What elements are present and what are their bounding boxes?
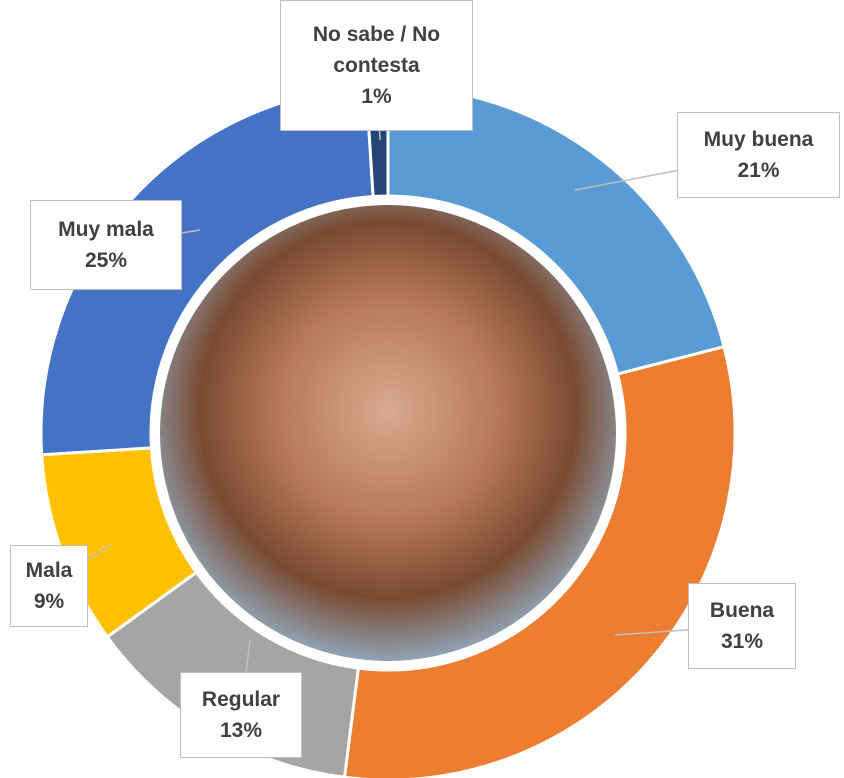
category-label: Buena — [710, 595, 774, 626]
value-label: 9% — [34, 586, 64, 617]
value-label: 13% — [220, 715, 262, 746]
category-label: Regular — [202, 684, 280, 715]
value-label: 21% — [737, 155, 779, 186]
category-label: Muy buena — [704, 124, 814, 155]
category-label: Mala — [26, 555, 73, 586]
value-label: 31% — [721, 626, 763, 657]
photo — [160, 205, 616, 661]
page: Muy buena21% Buena31% Regular13% Mala9% Muy … — [0, 0, 844, 778]
value-label: 1% — [361, 81, 391, 112]
category-label: Muy mala — [58, 214, 154, 245]
category-label: No sabe / No contesta — [289, 19, 464, 81]
value-label: 25% — [85, 245, 127, 276]
